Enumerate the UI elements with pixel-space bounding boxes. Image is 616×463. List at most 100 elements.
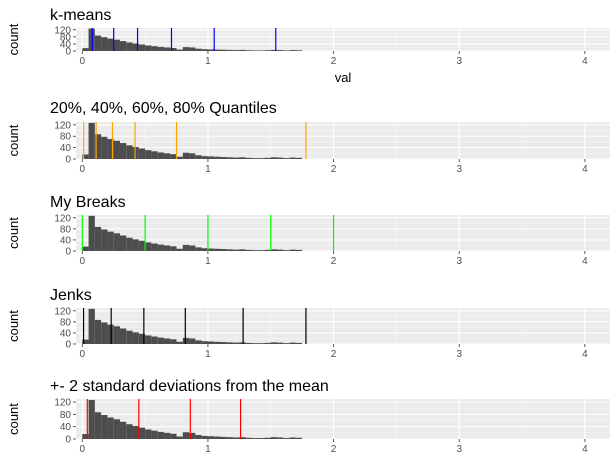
histogram-bar: [157, 431, 164, 439]
histogram-bar: [233, 342, 240, 344]
x-tick-label: 3: [456, 56, 462, 67]
histogram-bar: [182, 244, 190, 251]
histogram-bar: [195, 340, 202, 344]
x-tick-label: 3: [456, 164, 462, 175]
histogram-bar: [195, 435, 202, 439]
histogram-bar: [138, 427, 146, 439]
histogram-bar: [107, 139, 114, 159]
histogram-bar: [163, 432, 171, 439]
panel-title: k-means: [50, 7, 111, 24]
y-tick-label: 0: [65, 247, 71, 258]
histogram-bar: [182, 432, 190, 439]
histogram-bar: [226, 437, 234, 439]
histogram-bar: [157, 337, 164, 344]
histogram-bar: [107, 324, 114, 344]
histogram-bar: [220, 49, 227, 51]
y-axis-label: count: [6, 23, 21, 55]
histogram-bar: [88, 122, 95, 159]
histogram-bar: [270, 249, 278, 251]
histogram-bar: [195, 247, 202, 251]
histogram-bar: [270, 342, 278, 344]
x-tick-label: 0: [80, 56, 86, 67]
histogram-bar: [82, 339, 89, 344]
y-tick-label: 120: [54, 120, 71, 131]
histogram-bar: [113, 233, 120, 251]
histogram-bar: [245, 249, 252, 251]
histogram-bar: [113, 140, 120, 159]
histogram-bar: [126, 145, 133, 159]
histogram-bar: [277, 249, 284, 251]
histogram-bar: [157, 244, 164, 251]
y-tick-label: 80: [60, 224, 72, 235]
y-tick-label: 0: [65, 155, 71, 166]
histogram-bar: [289, 437, 296, 439]
histogram-bar: [289, 50, 296, 51]
x-tick-label: 0: [80, 349, 86, 360]
x-tick-label: 2: [331, 56, 337, 67]
histogram-bar: [113, 326, 120, 344]
histogram-bar: [138, 333, 146, 344]
histogram-bar: [201, 341, 208, 344]
y-tick-label: 80: [60, 410, 72, 421]
histogram-bar: [207, 436, 215, 439]
histogram-bar: [207, 341, 215, 344]
histogram-bar: [214, 49, 221, 51]
histogram-bar: [119, 421, 127, 439]
histogram-bar: [163, 47, 171, 51]
x-tick-label: 4: [582, 256, 588, 267]
histogram-bar: [132, 332, 139, 344]
y-axis-label: count: [6, 310, 21, 342]
panel-title: +- 2 standard deviations from the mean: [50, 378, 329, 395]
histogram-bar: [157, 152, 164, 159]
histogram-bar: [258, 158, 265, 159]
histogram-bar: [245, 437, 252, 439]
histogram-bar: [264, 437, 271, 439]
panel-title: Jenks: [50, 287, 92, 304]
y-axis-label: count: [6, 217, 21, 249]
histogram-bar: [258, 50, 265, 51]
histogram-bar: [283, 343, 290, 344]
x-tick-label: 1: [205, 256, 211, 267]
histogram-bar: [101, 322, 108, 344]
histogram-bar: [119, 143, 127, 159]
histogram-bar: [201, 49, 208, 51]
histogram-bar: [82, 434, 89, 439]
x-tick-label: 0: [80, 256, 86, 267]
histogram-bar: [283, 50, 290, 51]
histogram-bar: [214, 341, 221, 344]
panel-background: [76, 122, 610, 159]
histogram-bar: [245, 157, 252, 159]
histogram-bar: [277, 437, 284, 439]
histogram-bar: [233, 437, 240, 439]
histogram-bar: [151, 336, 158, 344]
x-tick-label: 3: [456, 256, 462, 267]
histogram-bar: [182, 152, 190, 159]
x-tick-label: 1: [205, 444, 211, 455]
y-tick-label: 0: [65, 435, 71, 446]
histogram-bar: [277, 157, 284, 159]
histogram-bar: [245, 342, 252, 344]
histogram-bar: [207, 248, 215, 251]
histogram-bar: [126, 42, 133, 51]
histogram-bar: [251, 250, 259, 251]
histogram-bar: [94, 134, 102, 159]
y-tick-label: 120: [54, 398, 71, 409]
x-tick-label: 1: [205, 164, 211, 175]
y-tick-label: 80: [60, 32, 72, 43]
y-tick-label: 0: [65, 47, 71, 58]
histogram-bar: [107, 231, 114, 251]
x-tick-label: 3: [456, 444, 462, 455]
histogram-bar: [226, 49, 234, 51]
histogram-bar: [138, 148, 146, 159]
histogram-bar: [88, 399, 95, 439]
histogram-bar: [220, 342, 227, 344]
histogram-bar: [283, 158, 290, 159]
histogram-bar: [233, 157, 240, 159]
histogram-bar: [145, 45, 152, 51]
x-tick-label: 4: [582, 444, 588, 455]
histogram-bar: [270, 49, 278, 51]
histogram-bar: [88, 308, 95, 344]
y-tick-label: 40: [60, 143, 72, 154]
histogram-bar: [151, 430, 158, 439]
